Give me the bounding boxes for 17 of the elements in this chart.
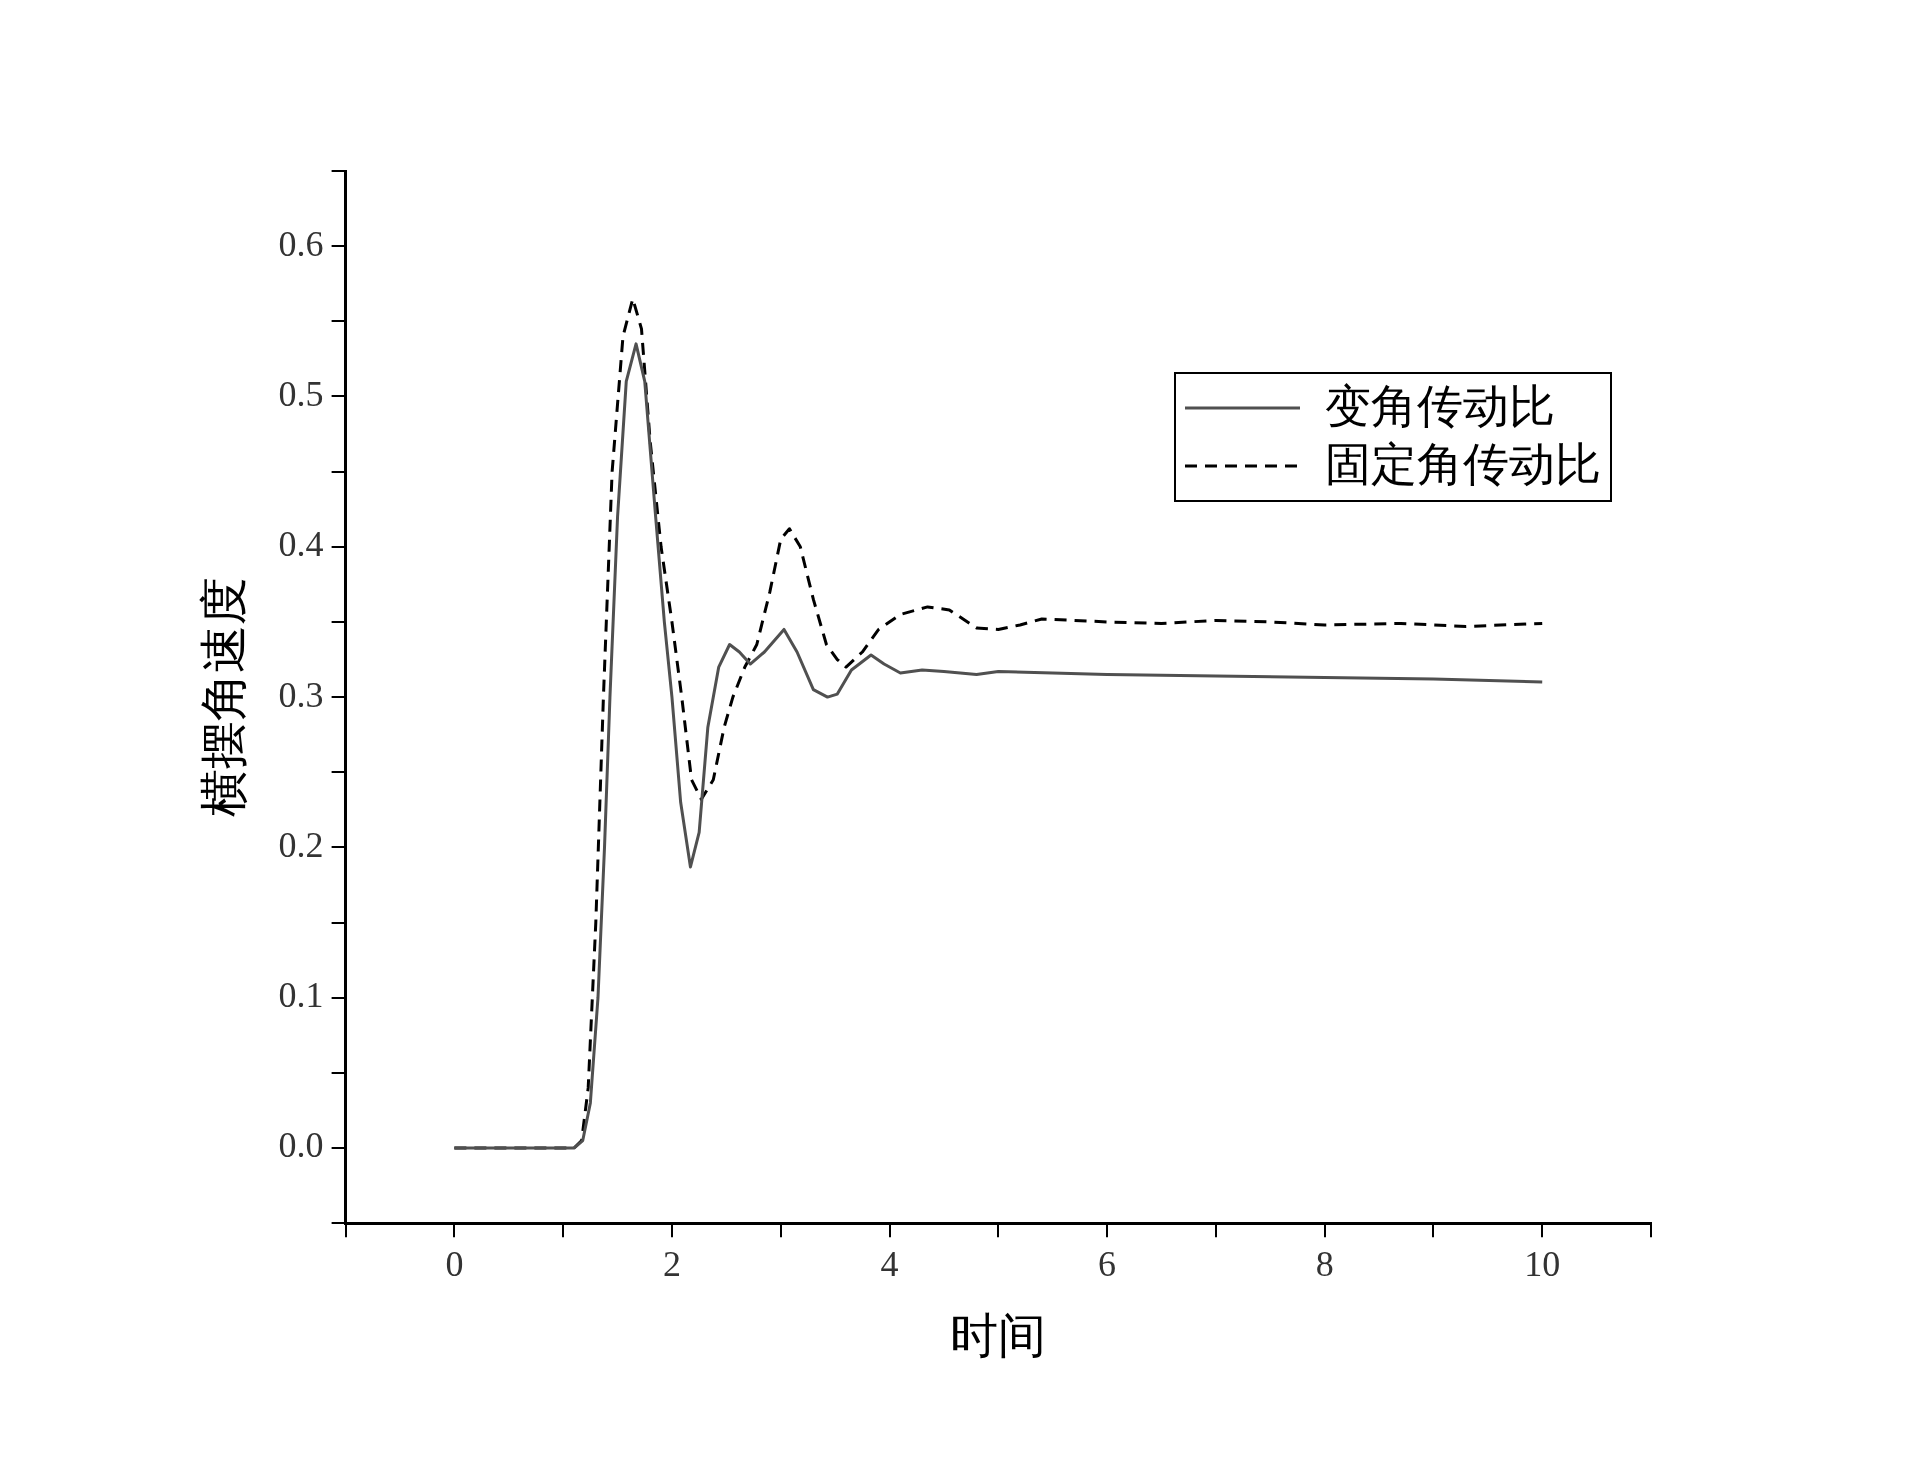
x-tick-label: 8	[1315, 1244, 1334, 1285]
legend-label: 变角传动比	[1325, 381, 1555, 433]
x-tick-label: 0	[445, 1244, 464, 1285]
y-axis-title: 横摆角速度	[197, 577, 251, 818]
x-tick-label: 6	[1098, 1244, 1117, 1285]
y-tick-label: 0.4	[278, 524, 324, 565]
x-axis-title: 时间	[950, 1308, 1047, 1362]
x-tick-label: 4	[880, 1244, 899, 1285]
x-tick-label: 2	[662, 1244, 681, 1285]
y-tick-label: 0.3	[278, 674, 324, 715]
y-tick-label: 0.1	[278, 975, 324, 1016]
y-tick-label: 0.6	[278, 223, 324, 264]
x-tick-label: 10	[1524, 1244, 1561, 1285]
y-tick-label: 0.0	[278, 1125, 324, 1166]
y-tick-label: 0.2	[278, 824, 324, 865]
legend-label: 固定角传动比	[1325, 439, 1601, 491]
y-tick-label: 0.5	[278, 373, 324, 414]
